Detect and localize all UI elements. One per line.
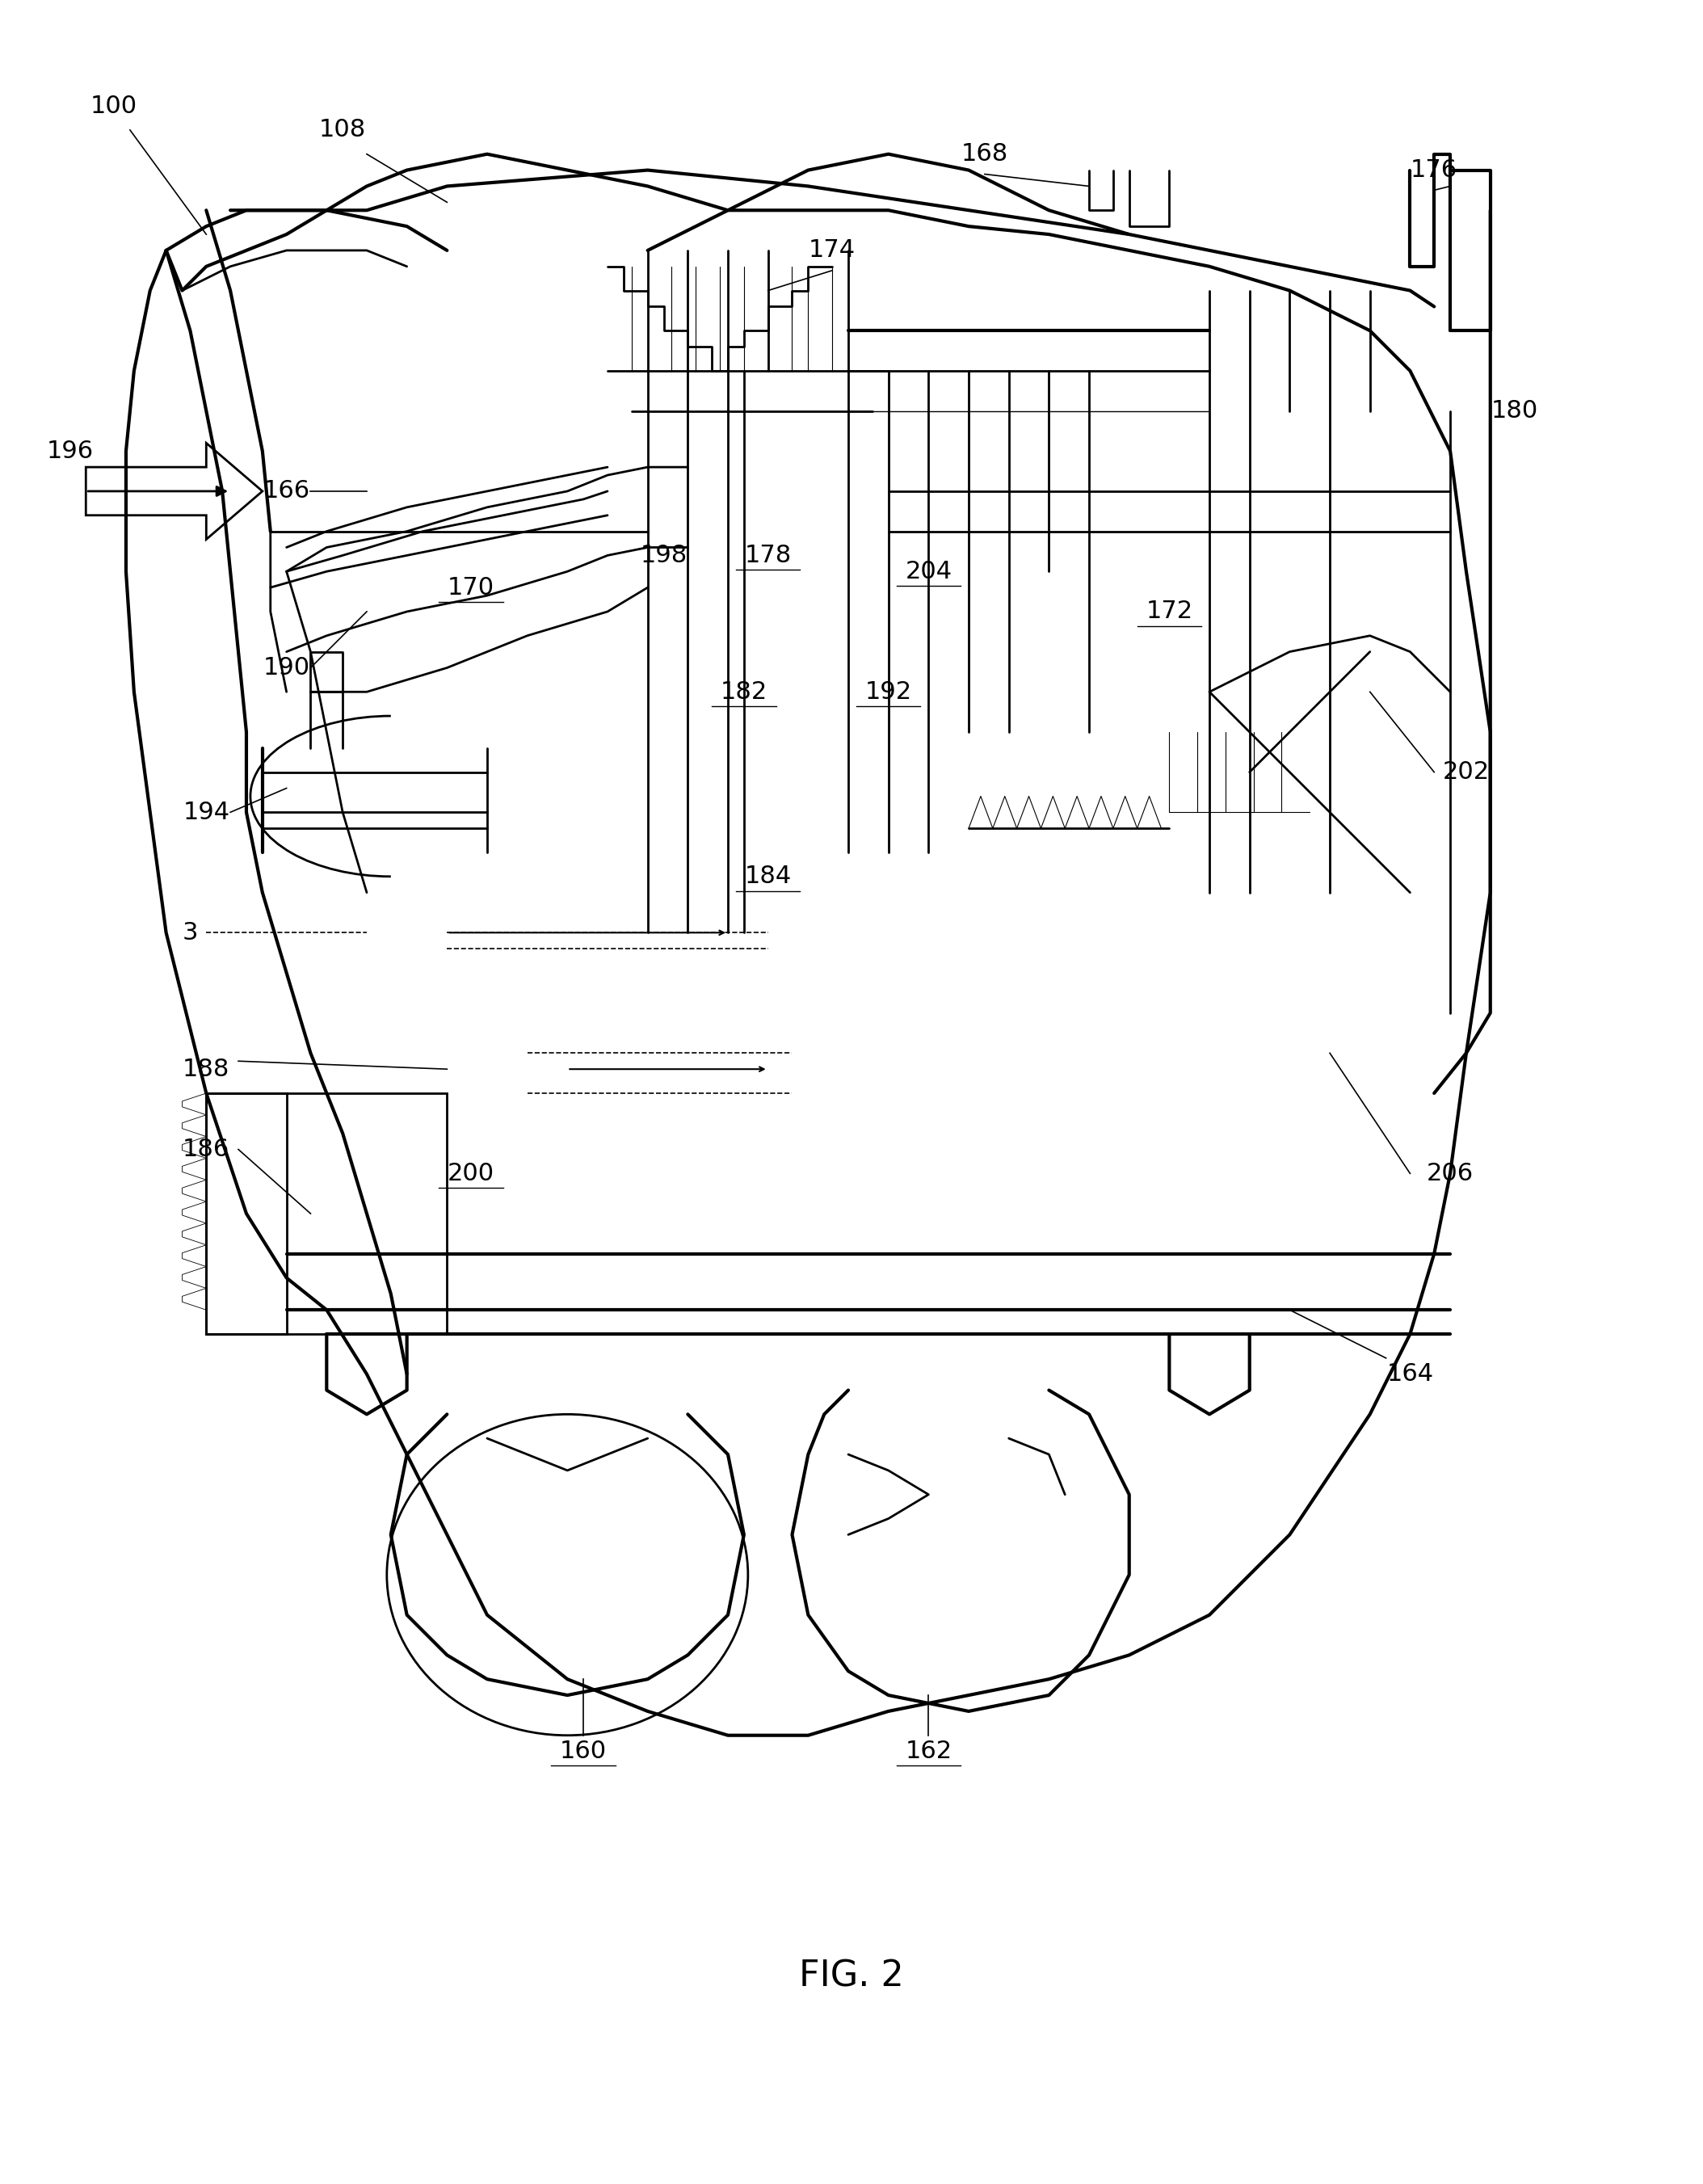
Text: 190: 190 — [262, 655, 310, 679]
Text: 100: 100 — [90, 94, 138, 118]
Text: 198: 198 — [640, 544, 688, 568]
Text: 180: 180 — [1490, 400, 1538, 424]
Text: 160: 160 — [560, 1741, 606, 1762]
Text: 172: 172 — [1146, 601, 1192, 622]
Text: 168: 168 — [960, 142, 1008, 166]
Text: 182: 182 — [720, 679, 768, 703]
Text: 184: 184 — [744, 865, 792, 889]
Text: 170: 170 — [448, 577, 494, 598]
Text: 3: 3 — [182, 922, 198, 943]
Text: 162: 162 — [904, 1741, 952, 1762]
Text: 166: 166 — [262, 480, 310, 502]
Text: 176: 176 — [1410, 159, 1458, 181]
Text: 186: 186 — [182, 1138, 230, 1162]
Text: 200: 200 — [448, 1162, 494, 1186]
Text: 108: 108 — [318, 118, 366, 142]
Text: 164: 164 — [1386, 1363, 1434, 1387]
Polygon shape — [85, 443, 262, 539]
Text: 196: 196 — [46, 439, 94, 463]
Text: 188: 188 — [182, 1057, 230, 1081]
Text: FIG. 2: FIG. 2 — [799, 1959, 904, 1994]
Text: 194: 194 — [182, 802, 230, 823]
Text: 178: 178 — [744, 544, 792, 568]
Text: 174: 174 — [809, 238, 855, 262]
Text: 192: 192 — [865, 679, 911, 703]
Text: 204: 204 — [904, 559, 952, 583]
Text: 202: 202 — [1442, 760, 1490, 784]
Text: 206: 206 — [1427, 1162, 1473, 1186]
